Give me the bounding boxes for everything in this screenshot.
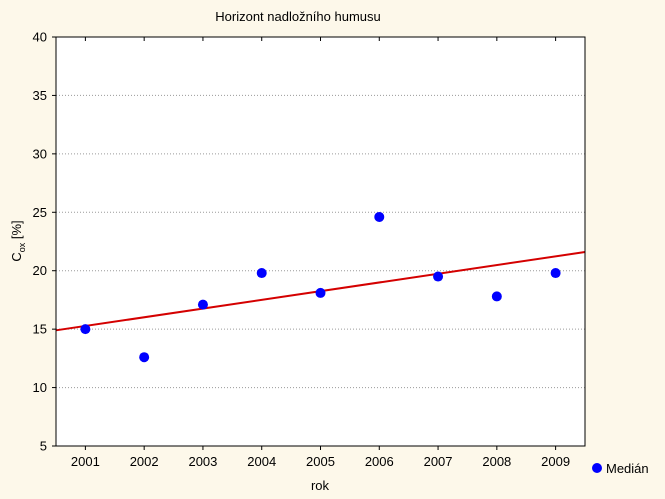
y-axis-ticks: 5 10 15 20 25 30 35 40 xyxy=(33,30,56,454)
y-axis-label-subscript: ox xyxy=(17,242,27,252)
plot-area xyxy=(56,37,585,446)
data-point xyxy=(550,268,561,279)
y-tick-label: 25 xyxy=(33,205,47,220)
y-axis-label-main: C xyxy=(9,252,24,261)
x-axis-label: rok xyxy=(311,478,330,493)
x-tick-label: 2005 xyxy=(306,454,335,469)
y-axis-label: Cox [%] xyxy=(9,220,27,261)
data-point xyxy=(256,268,267,279)
x-tick-label: 2009 xyxy=(541,454,570,469)
legend-marker-median xyxy=(592,463,602,473)
y-tick-label: 5 xyxy=(40,439,47,454)
x-tick-label: 2008 xyxy=(482,454,511,469)
y-axis-label-unit: [%] xyxy=(9,220,24,242)
y-tick-label: 20 xyxy=(33,263,47,278)
data-point xyxy=(80,324,91,335)
legend: Medián xyxy=(592,461,649,476)
data-point xyxy=(433,271,444,282)
data-point xyxy=(315,287,326,298)
y-tick-label: 15 xyxy=(33,322,47,337)
y-tick-label: 30 xyxy=(33,146,47,161)
data-points xyxy=(80,211,561,363)
data-point xyxy=(197,299,208,310)
x-tick-label: 2004 xyxy=(247,454,276,469)
data-point xyxy=(374,211,385,222)
x-tick-label: 2006 xyxy=(365,454,394,469)
x-axis-ticks: 2001 2002 2003 2004 2005 2006 2007 2008 2009 xyxy=(71,37,570,469)
legend-label-median: Medián xyxy=(606,461,649,476)
y-tick-label: 35 xyxy=(33,88,47,103)
y-tick-label: 10 xyxy=(33,380,47,395)
data-point xyxy=(139,352,150,363)
x-tick-label: 2001 xyxy=(71,454,100,469)
x-tick-label: 2003 xyxy=(188,454,217,469)
y-tick-label: 40 xyxy=(33,30,47,45)
chart-title: Horizont nadložního humusu xyxy=(215,9,381,24)
x-tick-label: 2007 xyxy=(424,454,453,469)
x-tick-label: 2002 xyxy=(130,454,159,469)
data-point xyxy=(491,291,502,302)
grid-lines xyxy=(56,94,585,389)
